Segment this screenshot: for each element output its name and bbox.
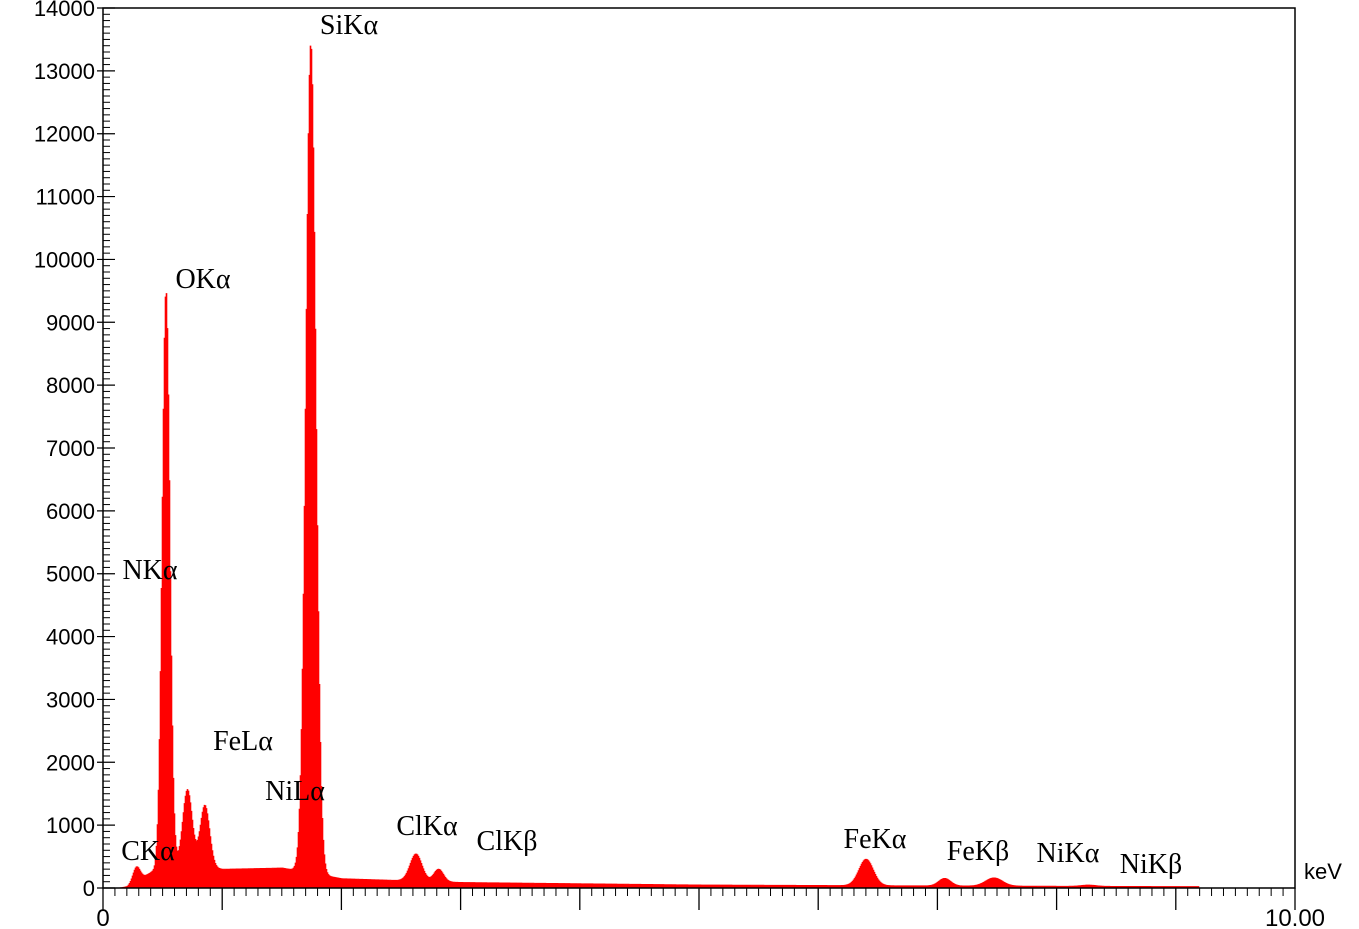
peak-label: NiKα	[1037, 838, 1100, 869]
plot-frame	[102, 7, 1296, 889]
y-tick-label: 12000	[34, 122, 95, 147]
peak-label: ClKα	[396, 811, 458, 842]
peak-label: NiLα	[265, 776, 325, 807]
peak-label: NiKβ	[1120, 849, 1182, 880]
peak-label: ClKβ	[477, 826, 538, 857]
y-tick-label: 13000	[34, 59, 95, 84]
peak-label: FeKα	[844, 824, 907, 855]
y-tick-label: 2000	[46, 750, 95, 775]
y-tick-label: 10000	[34, 247, 95, 272]
labels-layer: CKα NKα OKα FeLα NiLα SiKα ClKα ClKβ FeKα FeKβ NiK…	[121, 10, 1182, 880]
y-tick-label: 3000	[46, 687, 95, 712]
ticks-layer: 0 1000 2000 3000 4000 5000 6000 7000 8000 9000 100…	[34, 0, 1325, 929]
peak-label: SiKα	[320, 10, 379, 41]
y-tick-label: 5000	[46, 562, 95, 587]
peak-label: NKα	[122, 555, 177, 586]
spectrum-series	[117, 45, 1200, 889]
peak-label: CKα	[121, 836, 175, 867]
y-tick-label: 14000	[34, 0, 95, 21]
x-tick-label: 0	[96, 905, 109, 929]
y-tick-label: 11000	[35, 185, 95, 210]
peak-label: FeKβ	[947, 836, 1009, 867]
y-tick-label: 9000	[46, 310, 95, 335]
peak-label: OKα	[175, 264, 230, 295]
y-tick-label: 0	[83, 876, 95, 901]
y-tick-label: 4000	[46, 625, 95, 650]
x-tick-label: 10.00	[1265, 905, 1325, 929]
y-tick-label: 6000	[46, 499, 95, 524]
x-axis-unit-label: keV	[1304, 859, 1342, 884]
y-tick-label: 8000	[46, 373, 95, 398]
spectrum-layer	[117, 45, 1200, 889]
peak-label: FeLα	[213, 726, 273, 757]
y-tick-label: 7000	[46, 436, 95, 461]
y-tick-label: 1000	[46, 813, 95, 838]
